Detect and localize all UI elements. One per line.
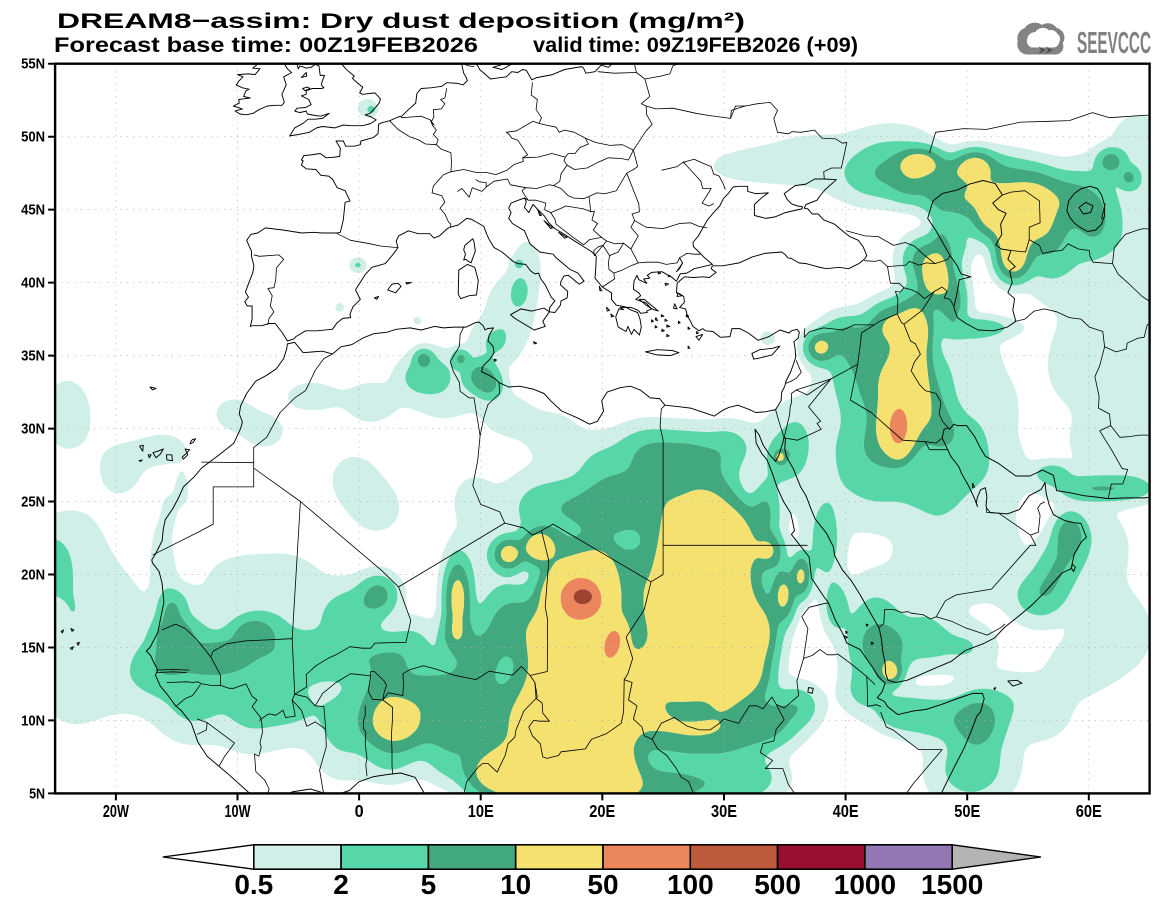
- svg-text:10W: 10W: [225, 801, 251, 821]
- svg-text:valid time: 09Z19FEB2026 (+09): valid time: 09Z19FEB2026 (+09): [533, 33, 858, 57]
- svg-text:55N: 55N: [21, 57, 45, 73]
- svg-text:0: 0: [355, 801, 364, 821]
- svg-text:10: 10: [500, 869, 531, 900]
- svg-text:1000: 1000: [834, 869, 896, 900]
- svg-text:40E: 40E: [833, 801, 859, 821]
- svg-text:5: 5: [421, 869, 437, 900]
- svg-text:2: 2: [333, 869, 349, 900]
- svg-text:45N: 45N: [21, 203, 45, 219]
- svg-text:50: 50: [587, 869, 618, 900]
- svg-text:10E: 10E: [468, 801, 494, 821]
- svg-text:5N: 5N: [29, 786, 45, 802]
- svg-text:20N: 20N: [21, 568, 45, 584]
- svg-text:500: 500: [754, 869, 801, 900]
- svg-text:40N: 40N: [21, 276, 45, 292]
- svg-text:50E: 50E: [954, 801, 980, 821]
- svg-text:20E: 20E: [589, 801, 615, 821]
- svg-text:Forecast base time: 00Z19FEB20: Forecast base time: 00Z19FEB2026: [54, 33, 478, 57]
- svg-text:30E: 30E: [711, 801, 737, 821]
- svg-text:35N: 35N: [21, 349, 45, 365]
- svg-text:25N: 25N: [21, 495, 45, 511]
- svg-text:100: 100: [667, 869, 714, 900]
- svg-text:10N: 10N: [21, 713, 45, 729]
- svg-text:20W: 20W: [103, 801, 129, 821]
- svg-text:30N: 30N: [21, 422, 45, 438]
- svg-text:1500: 1500: [921, 869, 983, 900]
- svg-text:60E: 60E: [1076, 801, 1102, 821]
- svg-text:0.5: 0.5: [234, 869, 273, 900]
- svg-text:DREAM8−assim: Dry dust deposit: DREAM8−assim: Dry dust deposition (mg/m²…: [57, 9, 745, 33]
- svg-text:50N: 50N: [21, 130, 45, 146]
- svg-text:15N: 15N: [21, 641, 45, 657]
- svg-text:SEEVCCC: SEEVCCC: [1077, 25, 1151, 60]
